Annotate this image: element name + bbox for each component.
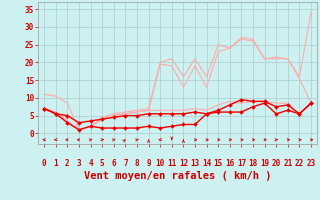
X-axis label: Vent moyen/en rafales ( km/h ): Vent moyen/en rafales ( km/h ) [84, 171, 271, 181]
